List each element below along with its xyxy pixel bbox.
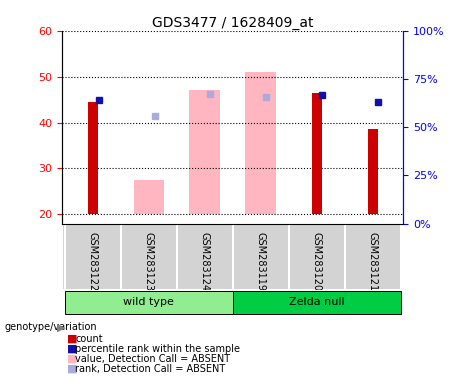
Text: GSM283121: GSM283121 — [367, 232, 378, 291]
Bar — [367, 129, 378, 214]
Text: Zelda null: Zelda null — [289, 297, 344, 307]
Bar — [189, 90, 220, 214]
Bar — [88, 102, 98, 214]
Text: value, Detection Call = ABSENT: value, Detection Call = ABSENT — [75, 354, 230, 364]
Text: ■: ■ — [67, 344, 77, 354]
Text: GSM283123: GSM283123 — [144, 232, 154, 291]
Text: wild type: wild type — [124, 297, 174, 307]
Text: GSM283119: GSM283119 — [256, 232, 266, 291]
FancyBboxPatch shape — [65, 291, 233, 314]
Text: ▶: ▶ — [57, 322, 65, 332]
Title: GDS3477 / 1628409_at: GDS3477 / 1628409_at — [152, 16, 313, 30]
Text: ■: ■ — [67, 334, 77, 344]
Text: count: count — [75, 334, 103, 344]
FancyBboxPatch shape — [233, 291, 401, 314]
Text: GSM283124: GSM283124 — [200, 232, 210, 291]
Text: GSM283122: GSM283122 — [88, 232, 98, 291]
Text: genotype/variation: genotype/variation — [5, 322, 97, 332]
Bar — [245, 72, 276, 214]
Bar — [312, 93, 322, 214]
Text: GSM283120: GSM283120 — [312, 232, 322, 291]
Text: rank, Detection Call = ABSENT: rank, Detection Call = ABSENT — [75, 364, 225, 374]
Text: ■: ■ — [67, 364, 77, 374]
Text: percentile rank within the sample: percentile rank within the sample — [75, 344, 240, 354]
Bar — [134, 180, 164, 214]
Text: ■: ■ — [67, 354, 77, 364]
